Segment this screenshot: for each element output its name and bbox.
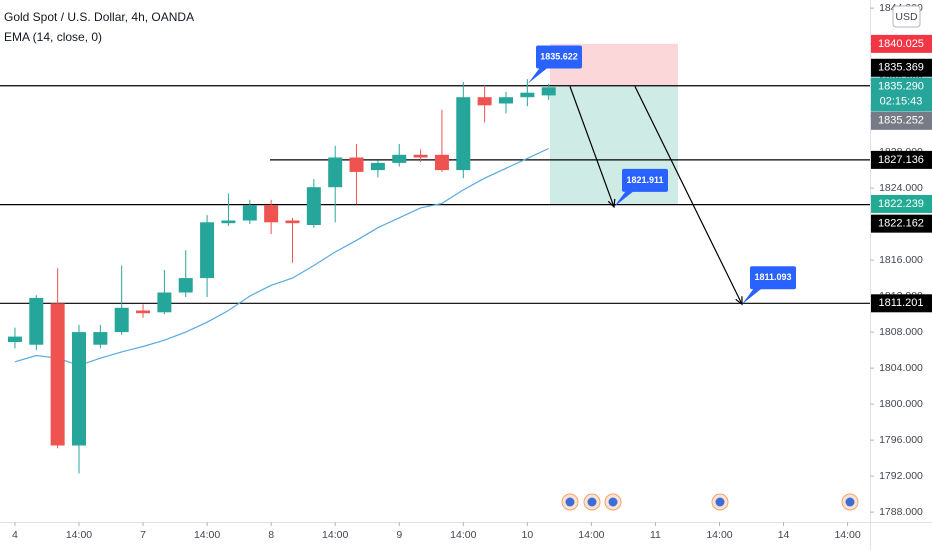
candle-body <box>157 292 172 313</box>
y-tick-label: 1800.000 <box>879 398 923 410</box>
candle-body <box>29 297 44 345</box>
indicator-label: EMA (14, close, 0) <box>4 30 102 44</box>
price-tag <box>871 214 932 233</box>
x-tick-label: 14:00 <box>706 529 732 541</box>
price-tag-label: 1835.252 <box>878 115 924 127</box>
price-tag <box>871 111 932 130</box>
y-tick-label: 1816.000 <box>879 254 923 266</box>
x-tick-label: 14 <box>778 529 790 541</box>
currency-box[interactable] <box>892 5 921 28</box>
arrow-line <box>634 86 743 305</box>
y-tick-label: 1792.000 <box>879 470 923 482</box>
callout-box <box>536 45 582 69</box>
candle-body <box>7 336 22 342</box>
y-tick-label: 1796.000 <box>879 434 923 446</box>
callout-box <box>614 190 634 207</box>
candle-body <box>136 310 151 314</box>
price-tag <box>871 294 932 313</box>
candle-body <box>264 205 279 223</box>
y-tick-label: 1808.000 <box>879 326 923 338</box>
price-tag-label: 1835.290 <box>878 80 924 92</box>
chart-title: Gold Spot / U.S. Dollar, 4h, OANDA <box>4 10 194 24</box>
x-tick-label: 11 <box>650 529 661 541</box>
price-tag <box>871 77 932 112</box>
x-tick-label: 14:00 <box>450 529 476 541</box>
candle-body <box>114 307 129 333</box>
candle-body <box>520 92 535 98</box>
x-tick-label: 14:00 <box>578 529 604 541</box>
candle-body <box>285 220 300 224</box>
callout-label: 1811.093 <box>754 272 791 282</box>
price-tag-label: 1835.369 <box>878 62 924 74</box>
candle-body <box>434 154 449 171</box>
candle-body <box>477 97 492 106</box>
x-tick-label: 14:00 <box>322 529 348 541</box>
y-tick-label: 1788.000 <box>879 506 923 518</box>
candle-body <box>221 220 236 224</box>
candle-body <box>456 97 471 171</box>
currency-label[interactable]: USD <box>895 11 918 23</box>
callout-box <box>622 168 668 192</box>
price-tag-label: 1822.162 <box>878 218 924 230</box>
price-tag <box>871 58 932 77</box>
x-tick-label: 10 <box>521 529 533 541</box>
candle-body <box>328 157 343 188</box>
candle-body <box>178 278 193 293</box>
x-tick-label: 14:00 <box>194 529 220 541</box>
candle-body <box>93 332 108 345</box>
price-tag-label: 1811.201 <box>878 297 923 309</box>
candle-body <box>349 157 364 172</box>
callout-box <box>528 67 548 84</box>
candle-body <box>200 222 215 279</box>
candle-body <box>242 205 257 221</box>
x-tick-label: 14:00 <box>66 529 92 541</box>
candle-body <box>413 154 428 158</box>
x-tick-label: 7 <box>140 529 146 541</box>
candle-body <box>71 332 86 446</box>
price-tag <box>871 150 932 169</box>
y-tick-label: 1824.000 <box>879 182 923 194</box>
price-tag-label: 1822.239 <box>878 198 924 210</box>
price-tag <box>871 34 932 53</box>
callout-box <box>742 288 762 305</box>
y-tick-label: 1804.000 <box>879 362 923 374</box>
x-tick-label: 4 <box>12 529 18 541</box>
price-tag-label: 1840.025 <box>878 38 924 50</box>
candle-body <box>392 154 407 163</box>
x-tick-label: 8 <box>268 529 274 541</box>
callout-box <box>750 266 796 290</box>
countdown-label: 02:15:43 <box>880 95 923 107</box>
arrow-line <box>569 86 615 208</box>
x-tick-label: 9 <box>396 529 402 541</box>
callout-label: 1821.911 <box>626 175 663 185</box>
candle-body <box>370 162 385 171</box>
candle-body <box>541 87 556 96</box>
candle-body <box>50 303 65 446</box>
candle-body <box>498 97 513 104</box>
callout-label: 1835.622 <box>540 51 578 61</box>
event-icons <box>561 493 859 511</box>
x-tick-label: 14:00 <box>834 529 860 541</box>
price-tag-label: 1827.136 <box>878 154 924 166</box>
price-tag <box>871 194 932 213</box>
candle-body <box>306 187 321 225</box>
ema-line <box>14 147 549 367</box>
